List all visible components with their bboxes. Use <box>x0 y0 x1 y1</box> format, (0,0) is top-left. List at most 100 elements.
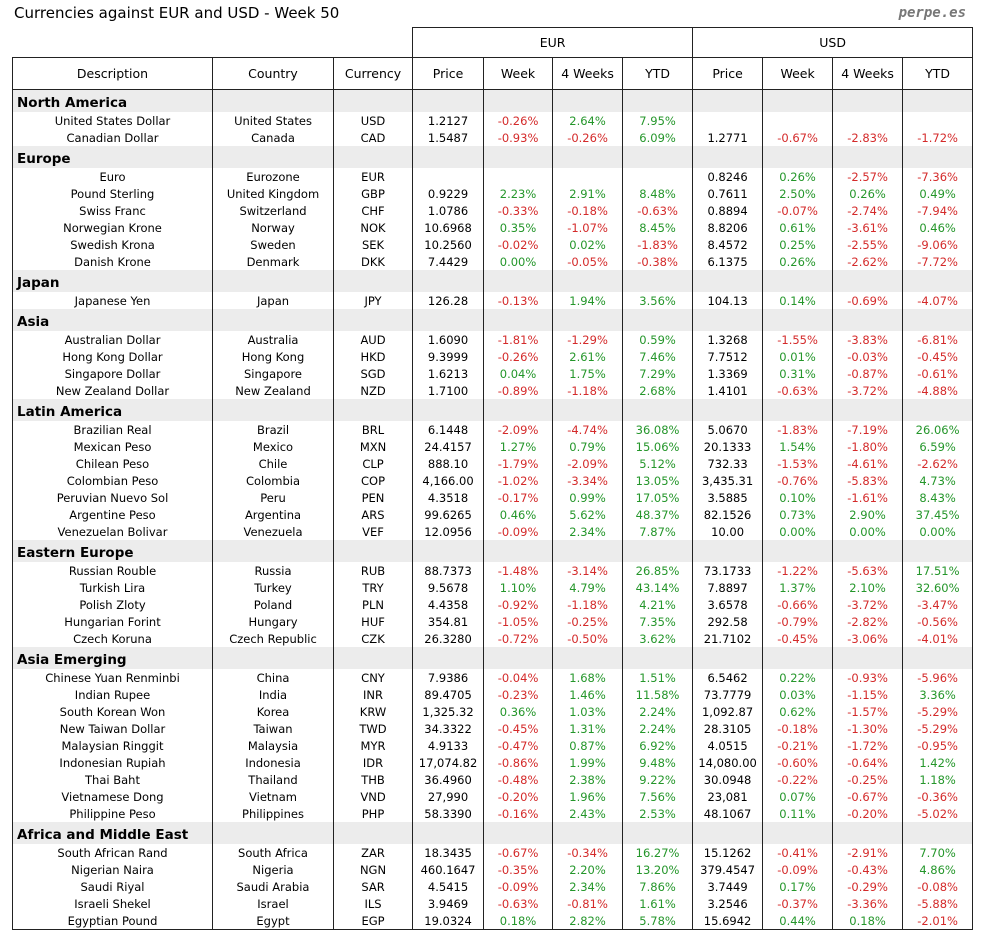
cell: 7.9386 <box>412 669 485 686</box>
cell: 17,074.82 <box>412 754 485 771</box>
section-fill <box>832 647 904 669</box>
cell: -7.94% <box>902 202 974 219</box>
column-header: 4 Weeks <box>552 57 624 90</box>
cell: Pound Sterling <box>12 185 213 202</box>
cell: -0.22% <box>762 771 834 788</box>
cell: Malaysia <box>212 737 334 754</box>
cell: -0.81% <box>552 895 624 912</box>
cell: 2.24% <box>622 720 694 737</box>
section-fill <box>552 146 624 168</box>
section-fill <box>762 647 834 669</box>
section-fill <box>692 89 764 112</box>
cell: 4.79% <box>552 579 624 596</box>
cell: Korea <box>212 703 334 720</box>
section-fill <box>832 399 904 421</box>
currency-row: Hungarian Forint Hungary HUF 354.81 -1.05% -0… <box>12 613 974 630</box>
cell: 9.5678 <box>412 579 485 596</box>
cell: 0.73% <box>762 506 834 523</box>
section-name: Japan <box>12 270 213 292</box>
cell: -0.69% <box>832 292 904 309</box>
cell: -2.57% <box>832 168 904 185</box>
cell: Indian Rupee <box>12 686 213 703</box>
cell: -4.74% <box>552 421 624 438</box>
cell: 9.22% <box>622 771 694 788</box>
cell: Australia <box>212 331 334 348</box>
cell: Denmark <box>212 253 334 270</box>
cell: 88.7373 <box>412 562 485 579</box>
cell: CAD <box>332 129 414 146</box>
cell: -1.57% <box>832 703 904 720</box>
cell: 4.86% <box>902 861 974 878</box>
cell: 2.43% <box>552 805 624 822</box>
cell: 4.5415 <box>412 878 485 895</box>
cell: -3.72% <box>832 596 904 613</box>
currency-row: Malaysian Ringgit Malaysia MYR 4.9133 -0.47%… <box>12 737 974 754</box>
section-fill <box>483 822 554 844</box>
cell: 0.01% <box>762 348 834 365</box>
cell: 0.26% <box>832 185 904 202</box>
cell: China <box>212 669 334 686</box>
cell: Indonesian Rupiah <box>12 754 213 771</box>
cell: 0.04% <box>483 365 554 382</box>
cell: CZK <box>332 630 414 647</box>
cell: 0.00% <box>762 523 834 540</box>
cell: Hungarian Forint <box>12 613 213 630</box>
cell: -1.72% <box>832 737 904 754</box>
cell: 3,435.31 <box>692 472 764 489</box>
cell: 2.38% <box>552 771 624 788</box>
cell: -1.72% <box>902 129 974 146</box>
cell: CLP <box>332 455 414 472</box>
section-fill <box>902 399 974 421</box>
cell: 19.0324 <box>412 912 485 930</box>
cell: 0.07% <box>762 788 834 805</box>
cell: 10.6968 <box>412 219 485 236</box>
cell: -6.81% <box>902 331 974 348</box>
cell: TRY <box>332 579 414 596</box>
cell: -0.64% <box>832 754 904 771</box>
cell: 0.25% <box>762 236 834 253</box>
cell: -1.55% <box>762 331 834 348</box>
cell: 6.92% <box>622 737 694 754</box>
cell: -1.83% <box>622 236 694 253</box>
section-fill <box>212 89 334 112</box>
cell: CNY <box>332 669 414 686</box>
section-fill <box>832 822 904 844</box>
cell: Norwegian Krone <box>12 219 213 236</box>
column-header: Price <box>692 57 764 90</box>
cell: Mexican Peso <box>12 438 213 455</box>
cell: 1.6213 <box>412 365 485 382</box>
cell: Colombian Peso <box>12 472 213 489</box>
section-name: North America <box>12 89 213 112</box>
cell: 1.68% <box>552 669 624 686</box>
cell: 0.22% <box>762 669 834 686</box>
cell: EUR <box>332 168 414 185</box>
currency-row: Euro Eurozone EUR 0.8246 0.26% -2.57% -7.36% <box>12 168 974 185</box>
cell: 2.91% <box>552 185 624 202</box>
currency-row: Chinese Yuan Renminbi China CNY 7.9386 -0.04… <box>12 669 974 686</box>
cell: 8.43% <box>902 489 974 506</box>
cell: -0.33% <box>483 202 554 219</box>
cell: Swedish Krona <box>12 236 213 253</box>
cell: -5.96% <box>902 669 974 686</box>
section-fill <box>622 399 694 421</box>
cell: 17.05% <box>622 489 694 506</box>
currency-row: Swedish Krona Sweden SEK 10.2560 -0.02% 0.02%… <box>12 236 974 253</box>
cell: RUB <box>332 562 414 579</box>
cell: Egypt <box>212 912 334 930</box>
section-fill <box>483 540 554 562</box>
cell: 8.4572 <box>692 236 764 253</box>
cell: -5.29% <box>902 703 974 720</box>
cell: 7.7512 <box>692 348 764 365</box>
section-fill <box>483 309 554 331</box>
cell: United States <box>212 112 334 129</box>
title: Currencies against EUR and USD - Week 50 <box>14 4 340 22</box>
cell: 7.8897 <box>692 579 764 596</box>
group-header: EUR <box>412 27 694 58</box>
cell: 5.62% <box>552 506 624 523</box>
column-header: Currency <box>332 57 414 90</box>
cell: 6.09% <box>622 129 694 146</box>
cell: 0.02% <box>552 236 624 253</box>
section-fill <box>483 146 554 168</box>
currency-row: Russian Rouble Russia RUB 88.7373 -1.48% -3.1… <box>12 562 974 579</box>
cell: 1.31% <box>552 720 624 737</box>
